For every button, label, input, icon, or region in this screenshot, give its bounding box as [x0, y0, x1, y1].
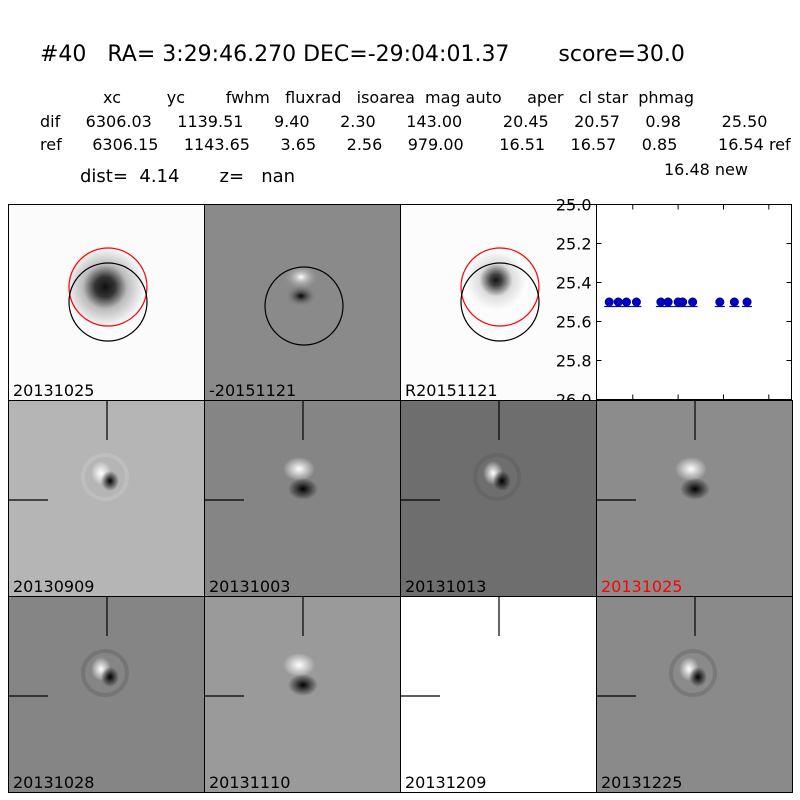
panel-label: 20131025: [13, 381, 95, 400]
negative-residual: [285, 285, 317, 307]
cutout-panel: 20131025: [596, 400, 793, 597]
panel-label: R20151121: [405, 381, 498, 400]
cutout-stamp: [9, 597, 129, 697]
data-point: [678, 297, 688, 307]
panel-label: 20131209: [405, 773, 487, 792]
positive-residual: [675, 457, 707, 481]
cutout-panel: 20131028: [8, 596, 205, 793]
panel-new-image: 20131025: [8, 204, 205, 401]
candidate-title: #40 RA= 3:29:46.270 DEC=-29:04:01.37 sco…: [40, 42, 685, 67]
data-point: [621, 297, 631, 307]
negative-residual: [101, 471, 119, 491]
residual-ring: [473, 453, 521, 501]
panel-difference-image: -20151121: [204, 204, 401, 401]
cutout-stamp: [401, 597, 500, 697]
panel-label: 20131025: [601, 577, 683, 596]
panel-label: 20131110: [209, 773, 291, 792]
cutout-panel: 20131225: [596, 596, 793, 793]
y-tick-label: 25.2: [556, 235, 592, 254]
panel-label: 20131028: [13, 773, 95, 792]
negative-residual: [288, 674, 318, 696]
data-point: [742, 297, 752, 307]
stats-column-headers: xc yc fwhm fluxrad isoarea mag auto aper…: [103, 88, 695, 107]
y-tick-label: 25.6: [556, 313, 592, 332]
cutout-panel: 20131209: [400, 596, 597, 793]
data-point: [715, 297, 725, 307]
data-point: [663, 297, 673, 307]
residual-ring: [669, 649, 717, 697]
data-point: [631, 297, 641, 307]
new-image-stamp: [65, 247, 148, 342]
negative-residual: [101, 667, 119, 687]
y-tick-label: 25.8: [556, 352, 592, 371]
cutout-panel: 20131013: [400, 400, 597, 597]
panel-label: 20131225: [601, 773, 683, 792]
cutout-panel: 20131110: [204, 596, 401, 793]
panel-label: 20131013: [405, 577, 487, 596]
stats-ref-row: ref 6306.15 1143.65 3.65 2.56 979.00 16.…: [40, 135, 791, 154]
black-aperture-circle: [68, 262, 148, 342]
cutout-stamp: [9, 401, 129, 501]
distance-redshift-line: dist= 4.14 z= nan: [80, 166, 296, 187]
data-point: [688, 297, 698, 307]
data-point: [729, 297, 739, 307]
negative-residual: [689, 667, 707, 687]
negative-residual: [493, 471, 511, 491]
data-point: [613, 297, 623, 307]
negative-residual: [680, 478, 710, 500]
panel-label: 20130909: [13, 577, 95, 596]
panel-label: 20131003: [209, 577, 291, 596]
stats-dif-row: dif 6306.03 1139.51 9.40 2.30 143.00 20.…: [40, 112, 768, 131]
residual-ring: [81, 649, 129, 697]
positive-residual: [283, 457, 315, 481]
y-tick-label: 25.4: [556, 274, 592, 293]
data-point: [604, 297, 614, 307]
cutout-panel: 20131003: [204, 400, 401, 597]
red-aperture-circle: [460, 247, 540, 327]
stats-new-phmag: 16.48 new: [664, 160, 748, 179]
black-aperture-circle: [460, 262, 540, 342]
difference-image-stamp: [264, 264, 344, 346]
cutout-stamp: [401, 401, 521, 501]
cutout-panel: 20130909: [8, 400, 205, 597]
red-aperture-circle: [68, 247, 148, 327]
positive-residual: [283, 264, 319, 290]
y-tick-label: 25.0: [556, 196, 592, 215]
cutout-stamp: [597, 597, 717, 697]
black-aperture-circle: [264, 266, 344, 346]
negative-residual: [288, 478, 318, 500]
residual-ring: [81, 453, 129, 501]
cutout-stamp: [205, 597, 318, 697]
cutout-stamp: [597, 401, 710, 501]
cutout-stamp: [205, 401, 318, 501]
panel-reference-image: R20151121: [400, 204, 597, 401]
reference-image-stamp: [460, 247, 540, 342]
panel-label: -20151121: [209, 381, 297, 400]
positive-residual: [283, 653, 315, 677]
